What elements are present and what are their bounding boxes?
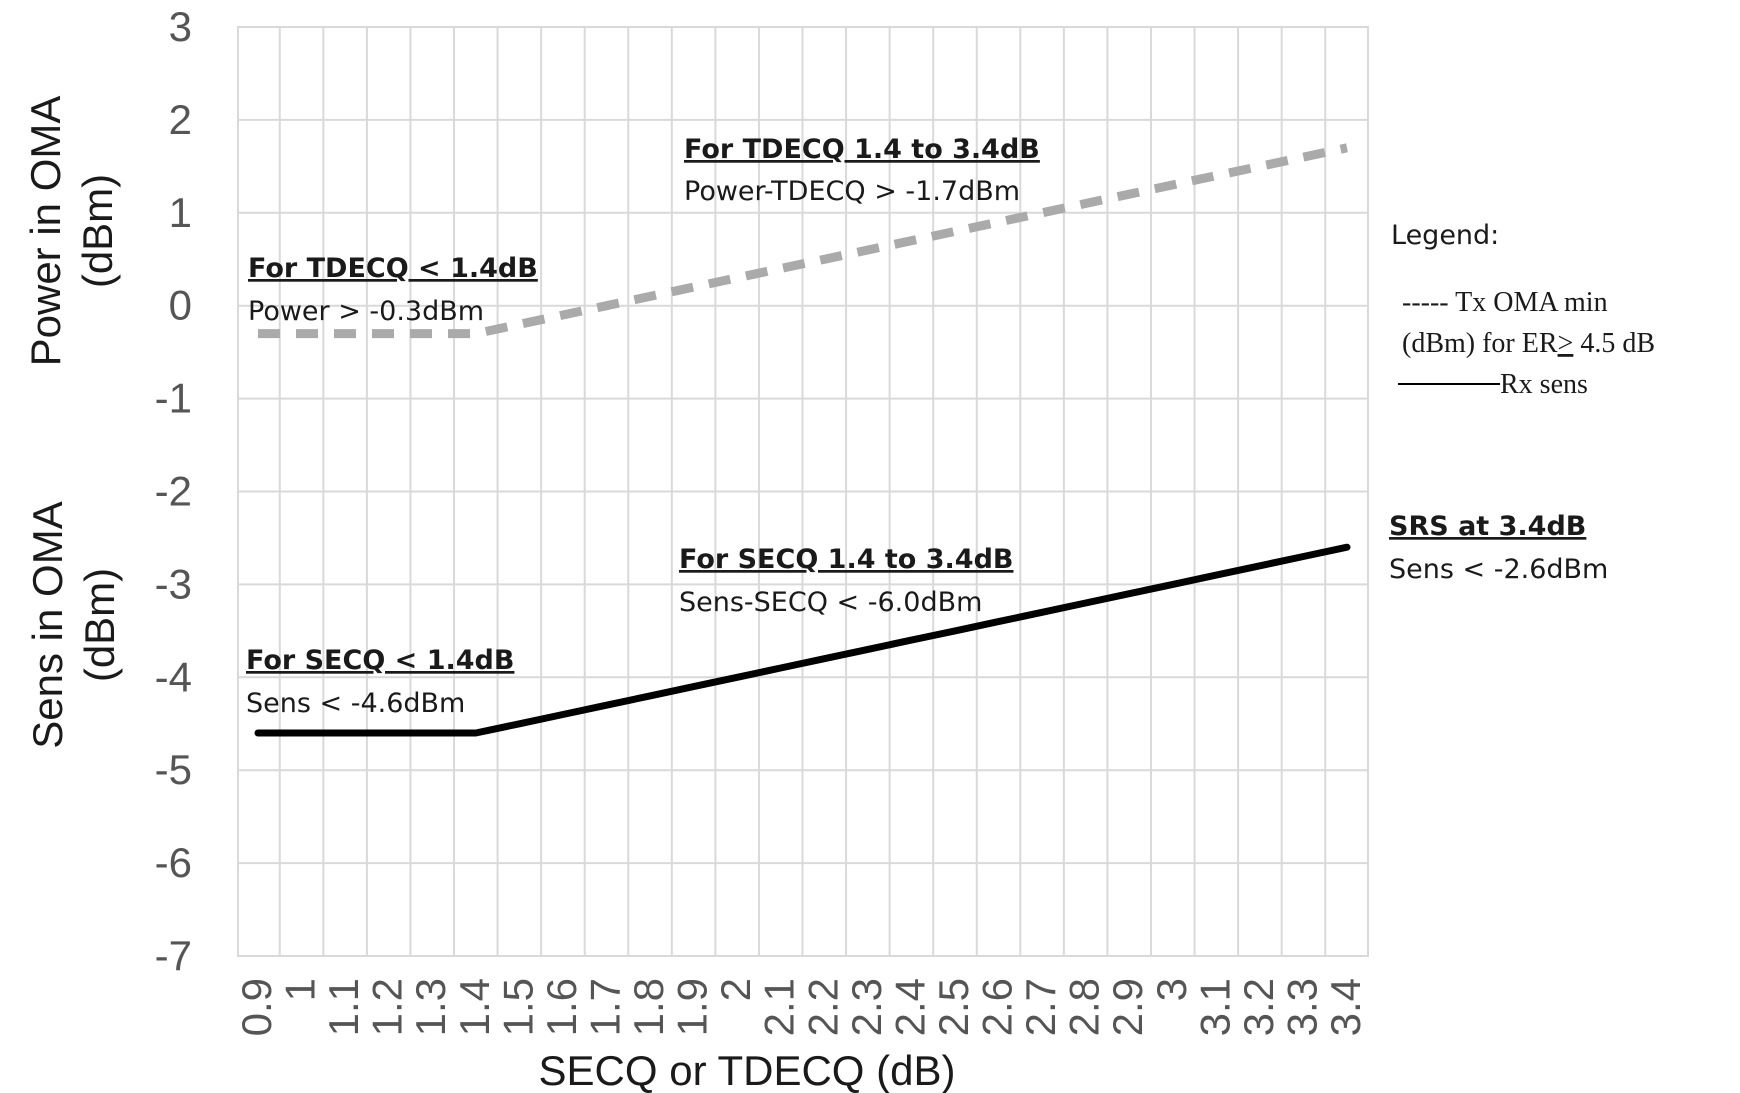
x-tick-label: 2.7 — [1017, 978, 1064, 1036]
x-tick-label: 3.2 — [1235, 978, 1282, 1036]
annotation-secq-range: For SECQ 1.4 to 3.4dB Sens-SECQ < -6.0dB… — [679, 544, 1014, 618]
x-tick-label: 3.3 — [1278, 978, 1325, 1036]
y-tick-label: -7 — [155, 932, 192, 979]
y-tick-label: -4 — [155, 653, 192, 700]
x-tick-label: 2.1 — [756, 978, 803, 1036]
x-tick-label: 2.4 — [886, 978, 933, 1036]
legend-entry-rx: Rx sens — [1500, 369, 1588, 400]
y-axis-title-top-line2: (dBm) — [74, 174, 121, 288]
x-tick-label: 1.3 — [407, 978, 454, 1036]
y-tick-label: -6 — [155, 839, 192, 886]
y-tick-label: 3 — [169, 3, 192, 50]
legend-ge-symbol: > — [1558, 328, 1574, 359]
y-tick-label: 0 — [169, 282, 192, 329]
annotation-text: Power-TDECQ > -1.7dBm — [684, 176, 1020, 207]
x-tick-label: 1.8 — [625, 978, 672, 1036]
annotation-heading: SRS at 3.4dB — [1389, 511, 1586, 542]
x-tick-label: 1.4 — [451, 978, 498, 1036]
y-axis-title-bottom: Sens in OMA (dBm) — [24, 501, 123, 748]
grid — [237, 26, 1369, 957]
annotation-text: Sens < -4.6dBm — [246, 688, 465, 719]
y-tick-label: -3 — [155, 560, 192, 607]
x-tick-label: 1.2 — [364, 978, 411, 1036]
annotation-secq-low: For SECQ < 1.4dB Sens < -4.6dBm — [246, 645, 514, 719]
x-tick-label: 3 — [1148, 978, 1195, 1001]
x-tick-label: 2.5 — [930, 978, 977, 1036]
x-tick-labels: 0.911.11.21.31.41.51.61.71.81.922.12.22.… — [233, 978, 1369, 1036]
y-tick-label: -1 — [155, 375, 192, 422]
y-tick-label: -5 — [155, 746, 192, 793]
annotation-heading: For SECQ < 1.4dB — [246, 645, 514, 676]
y-axis-title-top: Power in OMA (dBm) — [22, 96, 121, 367]
series-line-tx-oma — [258, 143, 1348, 339]
x-tick-label: 1.1 — [320, 978, 367, 1036]
legend-entry-tx: ----- Tx OMA min — [1402, 287, 1608, 318]
x-tick-label: 0.9 — [233, 978, 280, 1036]
annotation-text: Power > -0.3dBm — [248, 296, 484, 327]
x-tick-label: 2.3 — [843, 978, 890, 1036]
x-tick-label: 1.5 — [494, 978, 541, 1036]
annotation-srs: SRS at 3.4dB Sens < -2.6dBm — [1389, 511, 1608, 585]
x-tick-label: 1.7 — [581, 978, 628, 1036]
x-tick-label: 1 — [277, 978, 324, 1001]
x-tick-label: 2.6 — [974, 978, 1021, 1036]
annotation-text: Sens-SECQ < -6.0dBm — [679, 587, 982, 618]
legend-text: 4.5 dB — [1573, 328, 1655, 359]
x-tick-label: 3.4 — [1322, 978, 1369, 1036]
series-lines — [254, 143, 1351, 737]
y-axis-title-bottom-line2: (dBm) — [76, 568, 123, 682]
annotation-heading: For TDECQ < 1.4dB — [248, 253, 538, 284]
y-axis-title-bottom-line1: Sens in OMA — [24, 501, 71, 748]
legend-entry-tx-cont: (dBm) for ER> 4.5 dB — [1402, 328, 1655, 359]
x-tick-label: 2.9 — [1104, 978, 1151, 1036]
annotation-tdecq-low: For TDECQ < 1.4dB Power > -0.3dBm — [248, 253, 538, 327]
x-axis-title: SECQ or TDECQ (dB) — [539, 1047, 956, 1093]
x-tick-label: 3.1 — [1191, 978, 1238, 1036]
x-tick-label: 1.6 — [538, 978, 585, 1036]
annotation-heading: For SECQ 1.4 to 3.4dB — [679, 544, 1014, 575]
y-tick-label: 2 — [169, 96, 192, 143]
x-tick-label: 2 — [712, 978, 759, 1001]
x-tick-label: 2.8 — [1061, 978, 1108, 1036]
y-tick-label: -2 — [155, 468, 192, 515]
series-line-rx-sens — [254, 543, 1351, 737]
y-axis-title-top-line1: Power in OMA — [22, 96, 69, 367]
y-tick-labels: 3 2 1 0 -1 -2 -3 -4 -5 -6 -7 — [155, 3, 192, 979]
annotation-tdecq-range: For TDECQ 1.4 to 3.4dB Power-TDECQ > -1.… — [684, 134, 1040, 207]
legend: Legend: ----- Tx OMA min (dBm) for ER> 4… — [1391, 220, 1655, 400]
legend-text: (dBm) for ER — [1402, 328, 1558, 359]
x-tick-label: 1.9 — [669, 978, 716, 1036]
annotation-text: Sens < -2.6dBm — [1389, 554, 1608, 585]
y-tick-label: 1 — [169, 189, 192, 236]
x-tick-label: 2.2 — [799, 978, 846, 1036]
annotation-heading: For TDECQ 1.4 to 3.4dB — [684, 134, 1040, 165]
legend-title: Legend: — [1391, 220, 1499, 251]
